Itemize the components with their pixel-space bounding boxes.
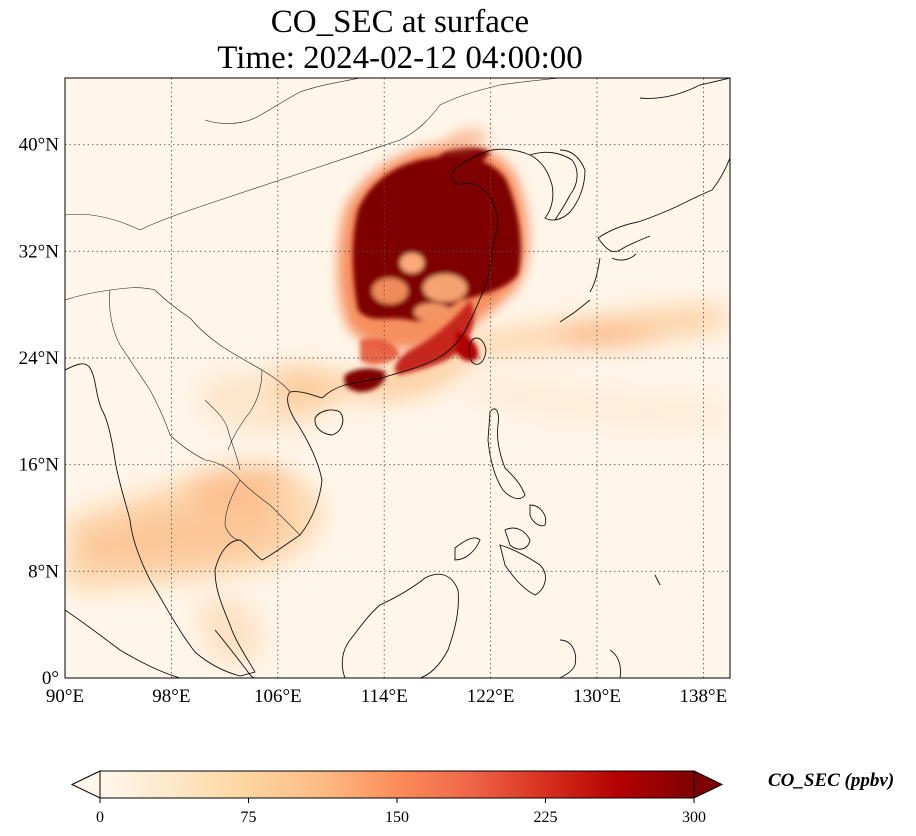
country-borders xyxy=(65,78,561,541)
colorbar-tick-label: 150 xyxy=(385,809,409,826)
colorbar-gradient xyxy=(100,771,694,798)
plume-northeast xyxy=(445,128,490,149)
colorbar-ticks: 0 75 150 225 300 xyxy=(96,798,706,826)
colorbar-extend-max xyxy=(693,770,724,799)
map-frame xyxy=(64,77,731,679)
gridlines xyxy=(65,78,730,678)
lon-tick-label: 122°E xyxy=(467,686,515,707)
lat-tick-label: 40°N xyxy=(19,135,60,156)
lat-tick-label: 16°N xyxy=(19,455,60,476)
lon-tick-label: 98°E xyxy=(152,686,190,707)
lat-tick-label: 32°N xyxy=(19,241,60,262)
lon-tick-label: 106°E xyxy=(254,686,302,707)
concentration-field xyxy=(65,128,730,666)
lon-tick-label: 130°E xyxy=(573,686,621,707)
colorbar-tick-label: 75 xyxy=(241,809,257,826)
lat-tick-label: 0° xyxy=(42,668,59,689)
lon-tick-label: 90°E xyxy=(46,686,84,707)
colorbar-tick-label: 225 xyxy=(534,809,558,826)
colorbar-tick-label: 0 xyxy=(96,809,104,826)
latitude-tick-labels: 0° 8°N 16°N 24°N 32°N 40°N xyxy=(19,135,60,689)
colorbar: 0 75 150 225 300 xyxy=(70,770,724,826)
lat-tick-label: 8°N xyxy=(28,561,59,582)
plume-north-china-core xyxy=(344,147,521,392)
title-line-time: Time: 2024-02-12 04:00:00 xyxy=(217,40,583,76)
longitude-tick-labels: 90°E 98°E 106°E 114°E 122°E 130°E 138°E xyxy=(46,686,727,707)
lon-tick-label: 138°E xyxy=(680,686,728,707)
plume-indochina xyxy=(65,464,322,666)
lon-tick-label: 114°E xyxy=(361,686,408,707)
colorbar-tick-label: 300 xyxy=(682,809,706,826)
title-line-variable: CO_SEC at surface xyxy=(270,4,530,40)
map-title: CO_SEC at surface Time: 2024-02-12 04:00… xyxy=(0,4,800,76)
colorbar-extend-min xyxy=(70,770,101,799)
colorbar-label: CO_SEC (ppbv) xyxy=(768,770,895,791)
coastlines xyxy=(65,78,730,678)
lat-tick-label: 24°N xyxy=(19,348,60,369)
